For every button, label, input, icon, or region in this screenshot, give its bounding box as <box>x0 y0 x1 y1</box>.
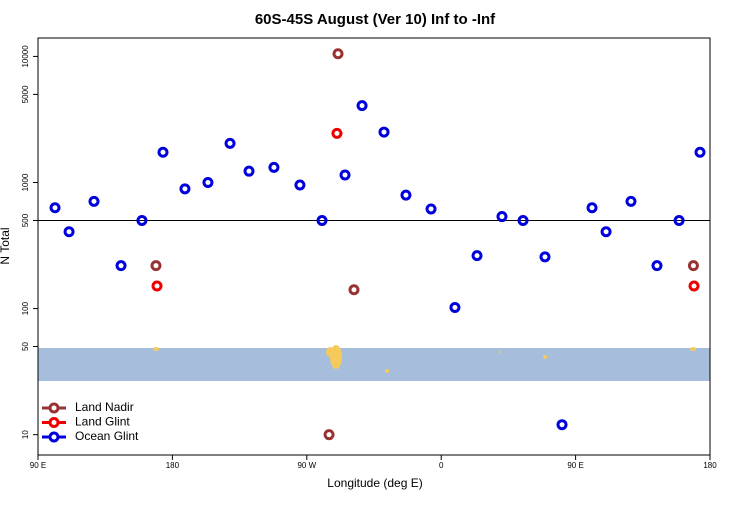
x-tick-label: 90 E <box>30 461 46 470</box>
point <box>63 226 75 238</box>
point <box>331 127 343 139</box>
land-mass <box>385 369 389 373</box>
point <box>556 419 568 431</box>
legend-marker <box>48 402 60 414</box>
land-mass <box>499 351 501 353</box>
point <box>49 202 61 214</box>
point <box>88 195 100 207</box>
point <box>694 146 706 158</box>
point <box>202 177 214 189</box>
x-tick-label: 90 W <box>297 461 316 470</box>
point <box>115 260 127 272</box>
point <box>356 100 368 112</box>
point <box>586 202 598 214</box>
point <box>688 280 700 292</box>
legend-label: Land Glint <box>75 415 130 429</box>
point <box>625 195 637 207</box>
y-tick-label: 10 <box>21 430 30 439</box>
point <box>224 137 236 149</box>
point <box>651 260 663 272</box>
x-tick-label: 180 <box>166 461 180 470</box>
point <box>332 48 344 60</box>
point <box>539 251 551 263</box>
legend-marker <box>48 431 60 443</box>
point <box>600 226 612 238</box>
x-tick-label: 180 <box>703 461 717 470</box>
point <box>294 179 306 191</box>
legend-label: Land Nadir <box>75 400 134 414</box>
x-axis-label: Longitude (deg E) <box>327 476 422 490</box>
plot-frame <box>37 37 711 456</box>
point <box>425 203 437 215</box>
point <box>517 214 529 226</box>
point <box>157 146 169 158</box>
y-tick-label: 500 <box>21 213 30 227</box>
point <box>243 165 255 177</box>
y-tick-label: 100 <box>21 301 30 315</box>
point <box>316 214 328 226</box>
y-axis-label: N Total <box>0 227 12 264</box>
point <box>378 126 390 138</box>
legend-marker <box>48 417 60 428</box>
point <box>471 250 483 262</box>
y-tick-label: 1000 <box>21 173 30 191</box>
land-mass <box>153 347 159 351</box>
point <box>151 280 163 292</box>
y-tick-label: 5000 <box>21 85 30 103</box>
chart-title: 60S-45S August (Ver 10) Inf to -Inf <box>255 11 496 28</box>
point <box>136 214 148 226</box>
point <box>673 214 685 226</box>
point <box>496 211 508 223</box>
point <box>400 189 412 201</box>
x-tick-label: 90 E <box>567 461 583 470</box>
point <box>323 429 335 441</box>
land-mass <box>326 347 334 357</box>
land-mass <box>690 347 696 351</box>
x-tick-label: 0 <box>439 461 444 470</box>
point <box>687 260 699 272</box>
point <box>348 284 360 296</box>
y-tick-label: 10000 <box>21 45 30 68</box>
map-strip <box>38 348 710 381</box>
point <box>179 183 191 195</box>
legend-label: Ocean Glint <box>75 429 139 443</box>
y-tick-label: 50 <box>21 342 30 351</box>
point <box>268 161 280 173</box>
point <box>449 302 461 314</box>
point <box>150 260 162 272</box>
land-mass <box>543 355 547 359</box>
point <box>339 169 351 181</box>
